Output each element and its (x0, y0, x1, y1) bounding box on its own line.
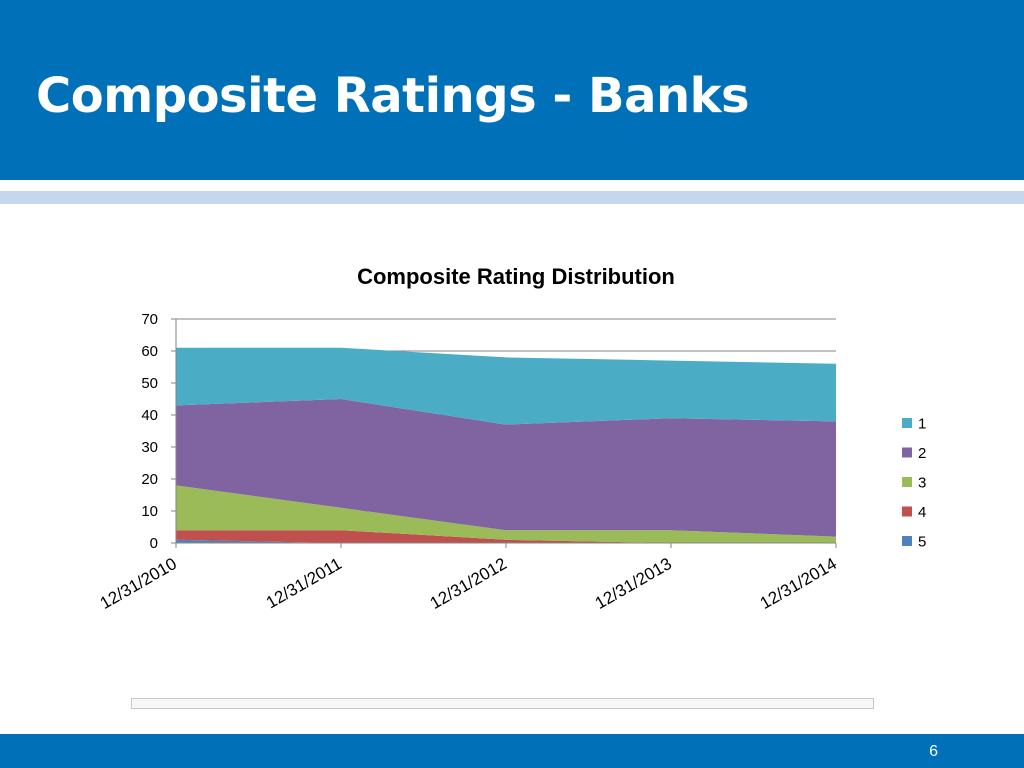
x-tick-label: 12/31/2014 (757, 554, 840, 613)
x-tick-label: 12/31/2010 (97, 554, 180, 613)
legend: 1 2 3 4 5 (902, 416, 926, 551)
area-series-1 (176, 347, 836, 425)
legend-swatch-4 (902, 506, 912, 517)
page-number: 6 (929, 743, 938, 760)
legend-label-5: 5 (918, 534, 926, 551)
x-tick-label: 12/31/2013 (592, 554, 675, 613)
y-tick-label: 50 (141, 375, 158, 392)
title-banner: Composite Ratings - Banks (0, 0, 1024, 180)
y-tick-label: 30 (141, 439, 158, 456)
legend-label-3: 3 (918, 475, 926, 492)
y-tick-label: 70 (141, 311, 158, 328)
axes (171, 318, 837, 548)
legend-label-1: 1 (918, 416, 926, 433)
legend-swatch-3 (902, 477, 912, 487)
legend-swatch-1 (902, 418, 912, 428)
x-tick-label: 12/31/2011 (263, 554, 345, 612)
y-tick-label: 0 (150, 535, 158, 552)
area-series-3 (176, 485, 836, 543)
accent-band (0, 191, 1024, 204)
x-tick-label: 12/31/2012 (427, 554, 510, 613)
legend-swatch-5 (902, 536, 912, 546)
y-axis-tick-labels: 0 10 20 30 40 50 60 70 (141, 311, 158, 552)
area-series-2 (176, 399, 836, 537)
slide-title: Composite Ratings - Banks (36, 68, 750, 124)
legend-label-4: 4 (918, 504, 926, 521)
y-tick-label: 60 (141, 343, 158, 360)
footer-bar: 6 (0, 734, 1024, 768)
y-tick-label: 10 (141, 503, 158, 520)
y-tick-label: 40 (141, 407, 158, 424)
area-series-4 (176, 530, 836, 543)
area-series (176, 347, 836, 543)
legend-swatch-2 (902, 447, 912, 458)
legend-label-2: 2 (918, 445, 926, 462)
x-axis-tick-labels: 12/31/2010 12/31/2011 12/31/2012 12/31/2013… (97, 554, 840, 613)
chart-title: Composite Rating Distribution (357, 264, 675, 289)
scroll-strip (131, 698, 874, 709)
y-tick-label: 20 (141, 471, 158, 488)
